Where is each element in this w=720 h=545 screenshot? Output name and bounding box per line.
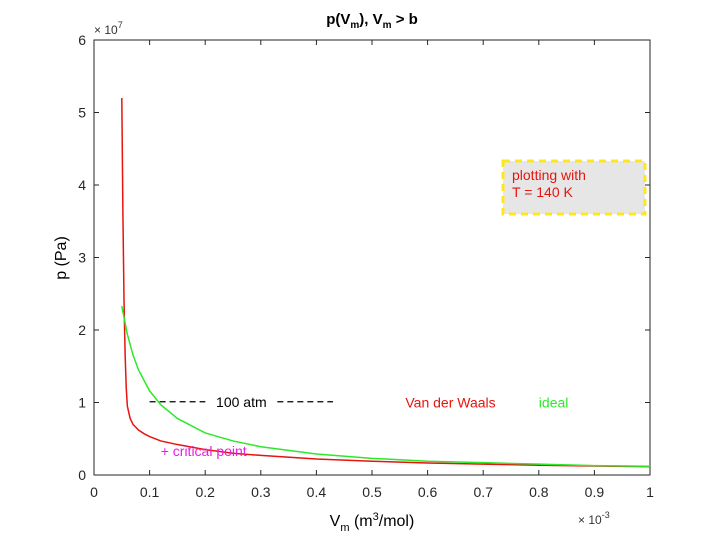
- x-tick-label: 0.9: [585, 484, 605, 500]
- x-tick-label: 0: [90, 484, 98, 500]
- y-axis-label: p (Pa): [53, 236, 70, 280]
- y-tick-label: 1: [78, 395, 86, 411]
- info-box-line: plotting with: [512, 167, 586, 183]
- x-tick-label: 1: [646, 484, 654, 500]
- y-tick-label: 5: [78, 105, 86, 121]
- x-exponent-base: × 10: [578, 513, 602, 527]
- xlabel-subscript: m: [340, 522, 349, 534]
- xlabel-superscript: 3: [373, 511, 379, 523]
- info-box-line: T = 140 K: [512, 184, 574, 200]
- reference-line-label: 100 atm: [216, 394, 267, 410]
- title-subscript-1: m: [350, 20, 359, 31]
- x-tick-label: 0.4: [307, 484, 327, 500]
- x-tick-label: 0.3: [251, 484, 271, 500]
- chart-title: p(Vm), Vm > b: [326, 11, 418, 31]
- title-subscript-2: m: [383, 20, 392, 31]
- critical-point-label: + critical point: [161, 443, 247, 459]
- x-tick-label: 0.1: [140, 484, 160, 500]
- title-part-3: > b: [392, 11, 418, 28]
- series-line-ideal: [121, 305, 651, 468]
- x-tick-label: 0.7: [473, 484, 493, 500]
- legend-van-der-waals: Van der Waals: [405, 395, 495, 411]
- y-exponent-base: × 10: [94, 23, 118, 37]
- xlabel-part-1: V: [330, 513, 341, 530]
- legend-ideal: ideal: [539, 395, 569, 411]
- title-part-1: p(V: [326, 11, 350, 28]
- overlay-layer: Van der Waals ideal + critical point plotti…: [161, 159, 647, 459]
- y-exponent-label: × 107: [94, 20, 123, 37]
- x-exponent-power: -3: [602, 510, 610, 520]
- x-axis-label: Vm (m3/mol): [330, 511, 415, 534]
- info-box: [501, 159, 647, 216]
- x-tick-label: 0.6: [418, 484, 438, 500]
- xlabel-part-2: (m: [350, 513, 373, 530]
- x-tick-label: 0.2: [195, 484, 215, 500]
- y-tick-label: 0: [78, 467, 86, 483]
- y-tick-label: 4: [78, 177, 86, 193]
- series-line-van-der-waals: [121, 97, 651, 468]
- y-tick-label: 2: [78, 322, 86, 338]
- x-tick-label: 0.8: [529, 484, 549, 500]
- x-exponent-label: × 10-3: [578, 510, 610, 527]
- series-layer: [121, 97, 651, 468]
- y-tick-label: 3: [78, 250, 86, 266]
- title-part-2: ), V: [359, 11, 382, 28]
- y-tick-label: 6: [78, 32, 86, 48]
- x-tick-label: 0.5: [362, 484, 382, 500]
- tick-layer: 0 0.1 0.2 0.3 0.4 0.5 0.6 0.7 0.8 0.9 1 0 1 2 3 4 5 6: [78, 32, 654, 500]
- xlabel-part-3: /mol): [379, 513, 415, 530]
- y-exponent-power: 7: [118, 20, 123, 30]
- annotation-layer: 100 atm: [149, 394, 334, 410]
